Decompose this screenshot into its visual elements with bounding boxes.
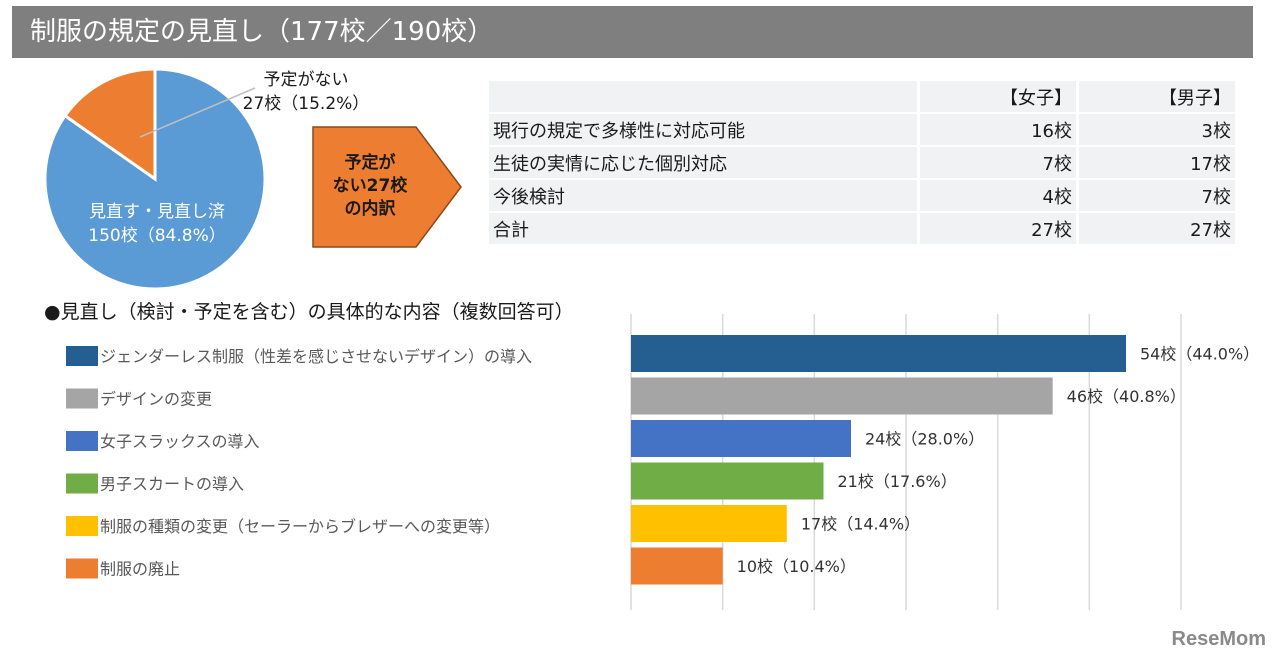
bar-1 [631, 335, 1126, 372]
table-cell-male: 27校 [1079, 213, 1235, 244]
pie-label-review: 見直す・見直し済 150校（84.8%） [68, 200, 246, 248]
table-cell-female: 7校 [920, 147, 1076, 178]
bar-data-label-2: 46校（40.8%） [1067, 387, 1186, 406]
bar-5 [631, 505, 787, 542]
breakdown-arrow-callout [312, 126, 462, 248]
table-cell-male: 3校 [1079, 114, 1235, 145]
pie-slice-none [62, 67, 157, 182]
table-cell-female: 27校 [920, 213, 1076, 244]
bar-4 [631, 462, 824, 500]
pie-slice-review [43, 67, 267, 291]
legend-label-2: デザインの変更 [100, 390, 212, 409]
table-header-row: 【女子】 【男子】 [489, 81, 1235, 112]
table-header-cell [489, 81, 917, 112]
pie-label-none-count: 27校（15.2%） [242, 94, 370, 114]
callout-line-2: ない27校 [332, 176, 408, 196]
legend-swatch-4 [66, 473, 98, 494]
legend-swatch-5 [66, 516, 98, 536]
legend-swatch-2 [66, 388, 98, 409]
table-cell-male: 17校 [1079, 147, 1235, 178]
table-header-female: 【女子】 [920, 81, 1076, 112]
table-cell-label: 合計 [489, 213, 917, 244]
pie-leader-line [139, 87, 256, 138]
bar-2 [631, 377, 1053, 415]
table-cell-female: 4校 [920, 180, 1076, 211]
bar-3 [631, 420, 851, 457]
legend-label-1: ジェンダーレス制服（性差を感じさせないデザイン）の導入 [100, 347, 532, 366]
pie-label-none-title: 予定がない [263, 70, 349, 90]
table-cell-male: 7校 [1079, 180, 1235, 211]
pie-chart [43, 67, 267, 291]
table-header-male: 【男子】 [1079, 81, 1235, 112]
bar-data-label-4: 21校（17.6%） [838, 472, 957, 491]
table-cell-label: 現行の規定で多様性に対応可能 [489, 114, 917, 145]
bar-6 [631, 547, 723, 585]
section-heading: ●見直し（検討・予定を含む）の具体的な内容（複数回答可） [44, 301, 574, 323]
bar-data-label-6: 10校（10.4%） [737, 557, 856, 576]
callout-text: 予定が ない27校 の内訳 [320, 152, 420, 221]
table-cell-female: 16校 [920, 114, 1076, 145]
table-row-total: 合計 27校 27校 [489, 213, 1235, 244]
brand-logo: ReseMom [1171, 628, 1266, 650]
callout-line-3: の内訳 [344, 199, 396, 219]
legend-label-5: 制服の種類の変更（セーラーからブレザーへの変更等） [100, 517, 500, 536]
breakdown-table: 【女子】 【男子】 現行の規定で多様性に対応可能 16校 3校 生徒の実情に応じ… [486, 79, 1238, 246]
bar-data-label-1: 54校（44.0%） [1140, 345, 1259, 364]
table-row: 現行の規定で多様性に対応可能 16校 3校 [489, 114, 1235, 145]
table-cell-label: 生徒の実情に応じた個別対応 [489, 147, 917, 178]
table-row: 今後検討 4校 7校 [489, 180, 1235, 211]
callout-line-1: 予定が [344, 153, 396, 173]
pie-label-none: 予定がない 27校（15.2%） [236, 68, 376, 116]
bar-data-label-5: 17校（14.4%） [801, 515, 920, 534]
legend-label-6: 制服の廃止 [100, 560, 180, 579]
bar-data-label-3: 24校（28.0%） [865, 430, 984, 449]
legend-label-4: 男子スカートの導入 [100, 475, 244, 494]
table-row: 生徒の実情に応じた個別対応 7校 17校 [489, 147, 1235, 178]
legend-label-3: 女子スラックスの導入 [100, 432, 260, 451]
pie-label-review-title: 見直す・見直し済 [89, 202, 225, 222]
pie-label-review-count: 150校（84.8%） [88, 226, 226, 246]
legend-swatch-6 [66, 558, 98, 579]
legend-swatch-1 [66, 346, 98, 366]
page-title: 制服の規定の見直し（177校／190校） [12, 6, 1253, 58]
table-cell-label: 今後検討 [489, 180, 917, 211]
legend-swatch-3 [66, 431, 98, 451]
